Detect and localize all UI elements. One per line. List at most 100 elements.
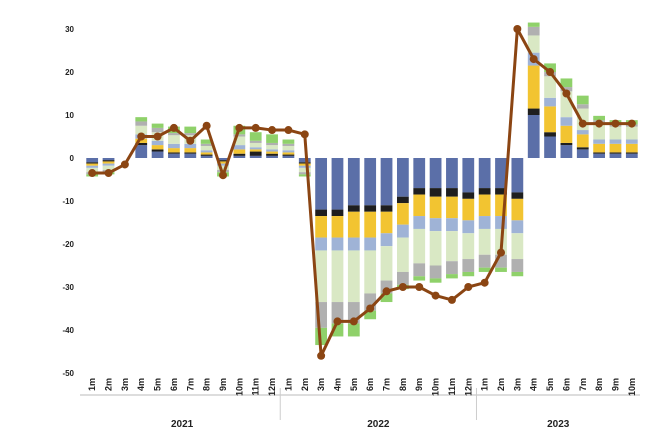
bar-segment — [282, 150, 295, 153]
bar-segment — [282, 155, 295, 158]
bar-segment — [331, 237, 344, 251]
total-point — [186, 136, 195, 145]
bar-segment — [625, 126, 638, 140]
x-tick-label: 10m — [627, 378, 637, 396]
bar-segment — [217, 163, 229, 166]
bar-segment — [625, 153, 638, 158]
bar-segment — [462, 259, 475, 272]
bar-segment — [331, 158, 344, 210]
bar-segment — [495, 267, 507, 272]
bar-segment — [609, 152, 622, 154]
bar-segment — [446, 158, 458, 189]
bar-segment — [576, 130, 589, 135]
total-point — [382, 287, 391, 296]
bar-segment — [298, 167, 311, 173]
bar-segment — [282, 154, 295, 156]
x-tick-label: 9m — [414, 378, 424, 391]
bar-segment — [544, 76, 556, 98]
y-tick-label: -30 — [62, 283, 74, 292]
bar-segment — [298, 172, 311, 175]
bar-segment — [298, 158, 311, 163]
bar-segment — [593, 139, 606, 144]
bar-segment — [102, 160, 115, 162]
total-point — [415, 283, 424, 291]
bar-segment — [380, 205, 393, 212]
bar-segment — [609, 126, 622, 140]
bar-segment — [364, 205, 377, 212]
bar-segment — [200, 145, 213, 151]
total-point — [300, 130, 309, 139]
bar-segment — [266, 145, 278, 150]
bar-segment — [282, 143, 295, 146]
bar-segment — [347, 250, 360, 303]
bar-segment — [331, 216, 344, 238]
x-tick-label: 10m — [234, 378, 244, 396]
bar-segment — [298, 162, 311, 164]
bar-segment — [168, 152, 180, 154]
bar-segment — [364, 158, 377, 206]
total-point — [578, 119, 587, 128]
bar-segment — [331, 250, 344, 303]
bar-segment — [102, 158, 115, 161]
y-tick-label: 0 — [70, 154, 75, 163]
bar-segment — [413, 188, 426, 195]
bar-segment — [151, 151, 164, 158]
bar-segment — [462, 198, 475, 221]
x-tick-label: 2m — [104, 378, 114, 391]
bar-segment — [184, 126, 197, 134]
total-point — [349, 317, 358, 326]
bar-segment — [364, 310, 377, 320]
total-point — [153, 132, 162, 141]
y-tick-label: 10 — [65, 111, 74, 120]
bar-segment — [560, 117, 573, 126]
bar-segment — [249, 147, 262, 150]
y-tick-label: -10 — [62, 197, 74, 206]
bar-segment — [364, 211, 377, 238]
bar-segment — [200, 150, 213, 153]
bar-segment — [233, 149, 246, 154]
bar-segment — [135, 125, 148, 135]
bar-segment — [102, 163, 115, 166]
bar-segment — [233, 136, 246, 146]
x-tick-label: 4m — [136, 378, 146, 391]
x-tick-label: 5m — [153, 378, 163, 391]
bar-segment — [315, 250, 328, 303]
bar-segment — [511, 259, 524, 272]
total-point — [546, 68, 555, 76]
bar-segment — [429, 218, 442, 232]
bar-segment — [315, 216, 328, 238]
bar-segment — [462, 158, 475, 193]
year-label: 2023 — [547, 419, 570, 430]
bar-segment — [380, 158, 393, 206]
bar-segment — [217, 161, 229, 164]
x-tick-label: 4m — [332, 378, 342, 391]
bar-segment — [347, 237, 360, 251]
bar-segment — [495, 158, 507, 189]
bar-segment — [266, 151, 278, 154]
bar-segment — [102, 165, 115, 171]
bar-segment — [233, 153, 246, 156]
bar-segment — [413, 216, 426, 229]
bar-segment — [495, 254, 507, 268]
bar-segment — [576, 147, 589, 150]
x-tick-label: 8m — [202, 378, 212, 391]
year-label: 2022 — [367, 419, 390, 430]
total-point — [562, 89, 571, 98]
x-tick-label: 11m — [251, 378, 261, 396]
bar-segment — [86, 163, 99, 166]
bar-segment — [495, 188, 507, 195]
bar-segment — [527, 26, 540, 36]
bar-segment — [135, 117, 148, 122]
total-point — [268, 126, 277, 135]
bar-segment — [413, 263, 426, 277]
bar-segment — [478, 216, 491, 229]
bar-segment — [151, 127, 164, 133]
bar-segment — [102, 161, 115, 164]
bar-segment — [364, 250, 377, 294]
bar-segment — [200, 154, 213, 156]
bar-segment — [380, 233, 393, 247]
x-tick-label: 8m — [594, 378, 604, 391]
bar-segment — [511, 192, 524, 199]
bar-segment — [315, 209, 328, 217]
bar-segment — [396, 224, 409, 238]
